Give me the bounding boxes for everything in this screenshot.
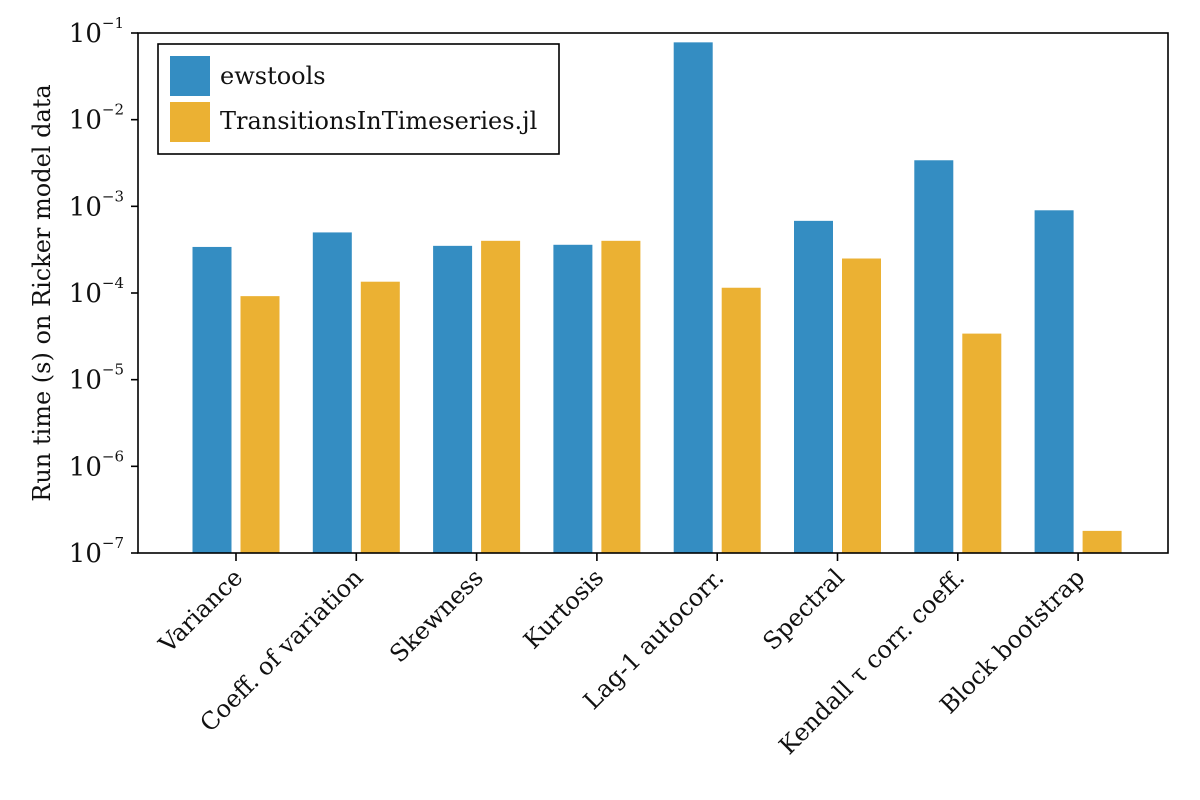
bar-transitions-1 <box>360 281 400 553</box>
y-tick-exponent: −4 <box>102 274 124 292</box>
y-tick-exponent: −3 <box>102 187 124 205</box>
y-tick-exponent: −7 <box>102 534 124 552</box>
y-tick-exponent: −6 <box>102 447 124 465</box>
x-tick-label: Spectral <box>757 563 849 655</box>
y-tick-base: 10 <box>69 19 102 49</box>
y-tick-exponent: −5 <box>102 361 124 379</box>
y-tick-label: 10−5 <box>69 361 124 396</box>
bar-transitions-4 <box>721 287 761 553</box>
bar-transitions-0 <box>240 296 280 553</box>
y-tick-base: 10 <box>69 279 102 309</box>
y-tick-exponent: −2 <box>102 101 124 119</box>
y-tick-label: 10−3 <box>69 187 124 222</box>
x-tick-label: Variance <box>153 563 248 658</box>
y-axis-title: Run time (s) on Ricker model data <box>28 84 56 501</box>
y-tick-base: 10 <box>69 366 102 396</box>
legend: ewstools TransitionsInTimeseries.jl <box>157 43 560 155</box>
y-tick-label: 10−4 <box>69 274 124 309</box>
bar-ewstools-0 <box>192 246 232 554</box>
legend-label-transitions: TransitionsInTimeseries.jl <box>220 107 537 135</box>
y-tick-label: 10−2 <box>69 101 124 136</box>
bars <box>192 42 1122 554</box>
legend-box <box>157 43 560 155</box>
y-tick-exponent: −1 <box>102 14 124 32</box>
y-axis-ticks: 10−710−610−510−410−310−210−1 <box>69 14 138 569</box>
bar-ewstools-1 <box>312 232 352 553</box>
legend-label-ewstools: ewstools <box>220 62 326 90</box>
y-tick-label: 10−1 <box>69 14 124 49</box>
bar-transitions-7 <box>1082 530 1122 553</box>
bar-ewstools-6 <box>914 160 954 553</box>
bar-transitions-5 <box>842 258 881 553</box>
y-tick-label: 10−7 <box>69 534 124 569</box>
plot-frame <box>137 32 1169 554</box>
x-tick-label: Skewness <box>384 563 489 668</box>
legend-swatch-transitions <box>170 102 210 142</box>
y-tick-base: 10 <box>69 539 102 569</box>
x-tick-label: Kurtosis <box>518 563 609 654</box>
legend-swatch-ewstools <box>170 56 210 96</box>
bar-ewstools-7 <box>1034 210 1074 553</box>
bar-transitions-3 <box>601 240 641 553</box>
bar-transitions-6 <box>962 333 1002 553</box>
y-tick-label: 10−6 <box>69 447 124 482</box>
bar-ewstools-4 <box>673 42 713 553</box>
bar-ewstools-3 <box>553 244 593 553</box>
y-tick-base: 10 <box>69 452 102 482</box>
y-tick-base: 10 <box>69 192 102 222</box>
bar-ewstools-2 <box>433 245 473 553</box>
y-tick-base: 10 <box>69 106 102 136</box>
bar-transitions-2 <box>481 240 521 553</box>
bar-ewstools-5 <box>794 220 833 553</box>
